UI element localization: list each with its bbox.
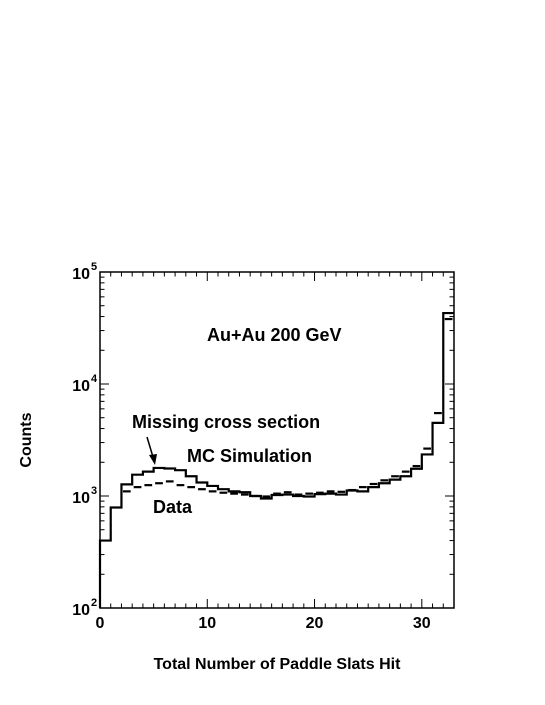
annotation-data: Data xyxy=(153,497,193,517)
y-tick-label-exponent: 3 xyxy=(91,485,97,497)
y-tick-label: 10 xyxy=(72,602,90,619)
y-tick-label-exponent: 4 xyxy=(91,373,98,385)
y-tick-label-exponent: 5 xyxy=(91,261,97,273)
annotation-missing-cross-section: Missing cross section xyxy=(132,412,320,432)
y-tick-label: 10 xyxy=(72,378,90,395)
x-tick-label: 0 xyxy=(96,615,105,632)
y-tick-label: 10 xyxy=(72,490,90,507)
annotation-arrow-head xyxy=(149,454,157,465)
series-data-group xyxy=(122,317,453,498)
annotation-mc-simulation: MC Simulation xyxy=(187,446,312,466)
y-tick-label-exponent: 2 xyxy=(91,597,97,609)
y-axis-label: Counts xyxy=(18,412,35,467)
x-tick-label: 10 xyxy=(198,615,216,632)
x-tick-labels: 0 10 20 30 xyxy=(96,615,431,632)
x-axis-label: Total Number of Paddle Slats Hit xyxy=(154,656,402,673)
plot-frame xyxy=(99,271,455,609)
x-tick-label: 20 xyxy=(306,615,324,632)
series-mc-simulation-line xyxy=(98,311,454,608)
x-tick-label: 30 xyxy=(413,615,431,632)
y-tick-label: 10 xyxy=(72,266,90,283)
axis-ticks xyxy=(99,271,454,609)
series-mc-simulation-group xyxy=(98,311,454,608)
annotation-arrow-line xyxy=(146,436,154,458)
series-layer xyxy=(98,311,454,608)
annotation-system: Au+Au 200 GeV xyxy=(207,325,342,345)
